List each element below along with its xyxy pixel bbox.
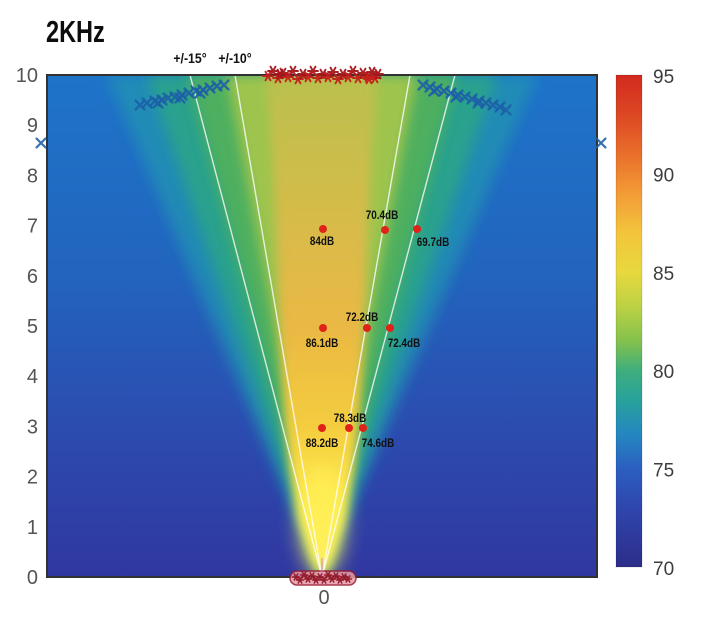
beamwidth-x-marker xyxy=(35,137,47,149)
angle-line xyxy=(189,75,323,577)
colorbar-tick-label: 90 xyxy=(653,165,674,186)
source-asterisk-marker xyxy=(287,65,299,77)
colorbar-tick-label: 95 xyxy=(653,67,674,88)
beam-apex-glow xyxy=(300,465,344,575)
spl-value-label: 72.4dB xyxy=(388,337,421,350)
spl-annotation-layer: 84dB 70.4dB 69.7dB 86.1dB 72.2dB 72.4dB 88.2dB… xyxy=(306,209,450,450)
y-tick-label: 4 xyxy=(27,366,38,388)
spl-dot xyxy=(318,424,326,432)
source-asterisk-marker xyxy=(342,71,354,83)
beamwidth-x-marker xyxy=(595,137,607,149)
colorbar: 95 90 85 80 75 70 xyxy=(615,67,674,580)
source-asterisk-marker xyxy=(299,571,309,579)
angle-label: +/-10° xyxy=(218,50,251,66)
source-asterisk-marker xyxy=(331,572,341,580)
spl-value-label: 70.4dB xyxy=(366,209,399,222)
spl-value-label: 86.1dB xyxy=(306,337,339,350)
spl-value-label: 88.2dB xyxy=(306,437,339,450)
spl-value-label: 78.3dB xyxy=(334,412,367,425)
source-asterisk-marker xyxy=(262,70,274,82)
beamwidth-x-marker xyxy=(174,92,186,104)
source-asterisk-marker xyxy=(319,576,329,584)
spl-value-label: 74.6dB xyxy=(362,437,395,450)
colorbar-gradient xyxy=(615,74,643,568)
source-asterisk-marker xyxy=(372,68,384,80)
source-asterisk-marker xyxy=(343,575,353,583)
y-tick-label: 5 xyxy=(27,316,38,338)
spl-dot xyxy=(319,324,327,332)
source-asterisk-marker xyxy=(332,73,344,85)
source-asterisk-marker xyxy=(323,571,333,579)
source-asterisk-marker xyxy=(274,68,286,80)
source-asterisk-marker xyxy=(352,72,364,84)
y-tick-label: 0 xyxy=(27,567,38,589)
spl-dot xyxy=(345,424,353,432)
beamwidth-x-marker xyxy=(472,97,484,109)
y-tick-label: 9 xyxy=(27,115,38,137)
colorbar-tick-label: 80 xyxy=(653,362,674,383)
source-asterisk-marker xyxy=(322,71,334,83)
y-tick-label: 3 xyxy=(27,416,38,438)
source-asterisk-marker xyxy=(295,576,305,584)
colorbar-tick-labels: 95 90 85 80 75 70 xyxy=(653,67,674,580)
colorbar-tick-label: 85 xyxy=(653,264,674,285)
spl-dot xyxy=(381,226,389,234)
x-tick-label: 0 xyxy=(318,587,329,609)
spl-dot xyxy=(386,324,394,332)
y-tick-label: 2 xyxy=(27,467,38,489)
beamwidth-x-marker xyxy=(494,101,506,113)
spl-value-label: 84dB xyxy=(310,235,334,248)
y-tick-label: 7 xyxy=(27,216,38,238)
y-tick-label: 6 xyxy=(27,266,38,288)
angle-labels: +/-15° +/-10° xyxy=(173,50,251,66)
y-tick-label: 1 xyxy=(27,517,38,539)
angle-label: +/-15° xyxy=(173,50,206,66)
beamwidth-x-marker xyxy=(218,79,230,91)
beamwidth-x-marker xyxy=(500,104,512,116)
beamwidth-x-marker xyxy=(152,97,164,109)
y-tick-label: 10 xyxy=(16,65,38,87)
source-asterisk-marker xyxy=(302,71,314,83)
spl-dot xyxy=(413,225,421,233)
angle-line xyxy=(234,75,323,577)
beamwidth-x-marker xyxy=(428,85,440,97)
colorbar-tick-label: 70 xyxy=(653,559,674,580)
colorbar-tick-label: 75 xyxy=(653,461,674,482)
source-asterisk-marker xyxy=(282,71,294,83)
source-asterisk-marker xyxy=(292,73,304,85)
beamwidth-x-marker xyxy=(194,87,206,99)
spl-value-label: 69.7dB xyxy=(417,236,450,249)
y-tick-label: 8 xyxy=(27,165,38,187)
source-asterisk-marker xyxy=(363,73,375,85)
spl-dot xyxy=(359,424,367,432)
spl-dot xyxy=(319,225,327,233)
spl-value-label: 72.2dB xyxy=(346,311,379,324)
marker-layer xyxy=(35,65,607,586)
spl-dot xyxy=(363,324,371,332)
beamwidth-x-marker xyxy=(450,91,462,103)
chart-title: 2KHz xyxy=(46,14,105,49)
x-axis-labels: 0 xyxy=(318,587,329,609)
source-asterisk-marker xyxy=(307,572,317,580)
